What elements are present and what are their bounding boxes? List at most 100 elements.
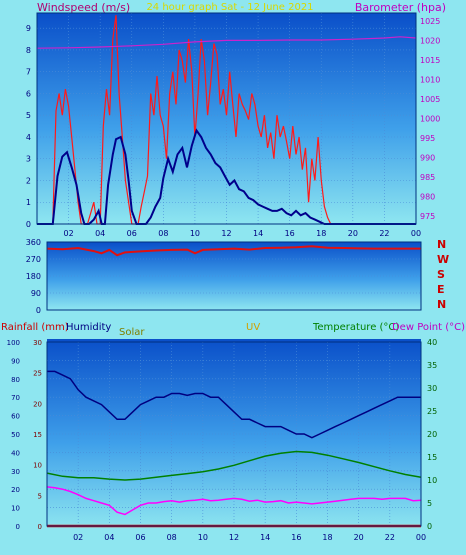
barometer-y-tick-label: 980 [420, 193, 435, 202]
wind-y-tick-label: 5 [26, 111, 31, 120]
humidity-y-tick-label: 40 [11, 449, 20, 457]
temperature-y-tick-label: 5 [427, 499, 432, 508]
wind-x-tick-label: 06 [127, 229, 137, 238]
average-line [37, 128, 416, 225]
barometer-y-tick-label: 995 [420, 134, 435, 143]
humidity-y-tick-label: 70 [11, 394, 20, 402]
humidity-y-tick-label: 60 [11, 413, 20, 421]
barometer-y-tick-label: 1005 [420, 95, 440, 104]
solar-axis-title: Solar [119, 327, 145, 338]
compass-label: E [437, 283, 445, 296]
humidity-y-tick-label: 20 [11, 486, 20, 494]
temp-x-tick-label: 16 [291, 533, 301, 542]
rainfall-y-tick-label: 10 [33, 462, 42, 470]
graph-title: 24 hour graph Sat - 12 June 2021 [146, 2, 313, 13]
temperature-plot-frame [46, 341, 422, 527]
temp-x-tick-label: 10 [198, 533, 208, 542]
temperature-y-tick-label: 25 [427, 407, 437, 416]
wind-y-tick-label: 4 [26, 133, 31, 142]
temperature-y-tick-label: 10 [427, 476, 437, 485]
temperature-y-tick-label: 40 [427, 338, 437, 347]
barometer-y-tick-label: 1020 [420, 36, 440, 45]
direction-y-tick-label: 270 [26, 255, 41, 264]
temp-x-tick-label: 18 [322, 533, 332, 542]
wind-x-tick-label: 14 [253, 229, 263, 238]
compass-label: N [437, 238, 446, 251]
uv-axis-title: UV [246, 322, 260, 333]
wind-x-tick-label: 00 [411, 229, 421, 238]
humidity-axis-title: Humidity [66, 322, 111, 333]
humidity-y-tick-label: 50 [11, 431, 20, 439]
rainfall-axis-title: Rainfall (mm) [1, 322, 69, 333]
wind-y-tick-label: 7 [26, 68, 31, 77]
temp-x-tick-label: 04 [104, 533, 114, 542]
rainfall-y-tick-label: 25 [33, 370, 42, 378]
rainfall-y-tick-label: 30 [33, 339, 42, 347]
temperature-axis-title: Temperature (°C) [312, 322, 399, 333]
temp-x-tick-label: 08 [167, 533, 177, 542]
dewpoint-axis-title: Dew Point (°C) [392, 322, 465, 333]
direction-y-tick-label: 0 [36, 306, 41, 315]
compass-label: W [437, 253, 449, 266]
temp-x-tick-label: 02 [73, 533, 83, 542]
temp-x-tick-label: 06 [135, 533, 145, 542]
direction-y-tick-label: 180 [26, 272, 41, 281]
barometer-y-tick-label: 1000 [420, 115, 440, 124]
wind-x-tick-label: 18 [316, 229, 326, 238]
temp-x-tick-label: 12 [229, 533, 239, 542]
wind-x-tick-label: 10 [190, 229, 200, 238]
wind-y-tick-label: 9 [26, 24, 31, 33]
wind-x-tick-label: 08 [158, 229, 168, 238]
humidity-y-tick-label: 100 [7, 339, 20, 347]
humidity-y-tick-label: 90 [11, 357, 20, 365]
wind-direction-line [46, 245, 421, 257]
barometer-y-tick-label: 1025 [420, 17, 440, 26]
barometer-y-tick-label: 975 [420, 212, 435, 221]
temp-x-tick-label: 14 [260, 533, 270, 542]
humidity-y-tick-label: 10 [11, 505, 20, 513]
humidity-y-tick-label: 80 [11, 376, 20, 384]
windspeed-axis-title: Windspeed (m/s) [37, 1, 130, 14]
compass-label: N [437, 298, 446, 311]
wind-y-tick-label: 8 [26, 46, 31, 55]
humidity-y-tick-label: 0 [16, 523, 20, 531]
barometer-y-tick-label: 990 [420, 154, 435, 163]
direction-y-tick-label: 90 [31, 289, 41, 298]
barometer-y-tick-label: 1015 [420, 56, 440, 65]
wind-y-tick-label: 0 [26, 220, 31, 229]
wind-x-tick-label: 22 [379, 229, 389, 238]
humidity-line [47, 370, 421, 439]
wind-x-tick-label: 12 [221, 229, 231, 238]
wind-y-tick-label: 1 [26, 198, 31, 207]
wind-x-tick-label: 04 [95, 229, 105, 238]
direction-plot-frame [46, 241, 422, 311]
barometer-line [36, 36, 417, 49]
wind-y-tick-label: 2 [26, 176, 31, 185]
temperature-y-tick-label: 15 [427, 453, 437, 462]
wind-x-tick-label: 16 [285, 229, 295, 238]
temp-x-tick-label: 22 [385, 533, 395, 542]
barometer-y-tick-label: 1010 [420, 75, 440, 84]
wind-plot-frame [36, 12, 417, 225]
temperature-y-tick-label: 35 [427, 361, 437, 370]
rainfall-y-tick-label: 0 [38, 523, 42, 531]
wind-y-tick-label: 6 [26, 89, 31, 98]
compass-label: S [437, 268, 445, 281]
temp-x-tick-label: 20 [354, 533, 364, 542]
temperature-y-tick-label: 0 [427, 522, 432, 531]
wind-y-tick-label: 3 [26, 155, 31, 164]
rainfall-y-tick-label: 20 [33, 400, 42, 408]
temperature-line [46, 450, 422, 481]
humidity-y-tick-label: 30 [11, 468, 20, 476]
direction-y-tick-label: 360 [26, 238, 41, 247]
barometer-axis-title: Barometer (hpa) [355, 1, 446, 14]
wind-x-tick-label: 20 [348, 229, 358, 238]
temp-x-tick-label: 00 [416, 533, 426, 542]
temperature-y-tick-label: 30 [427, 384, 437, 393]
temperature-y-tick-label: 20 [427, 430, 437, 439]
rainfall-y-tick-label: 15 [33, 431, 42, 439]
rainfall-y-tick-label: 5 [38, 492, 42, 500]
dewpoint-line [46, 486, 422, 516]
